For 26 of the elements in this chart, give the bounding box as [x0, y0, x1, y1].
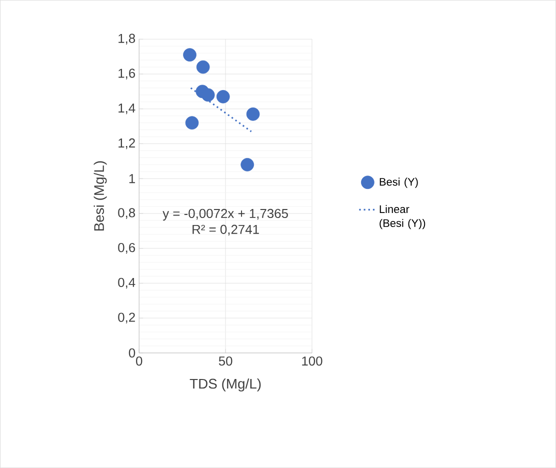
- annotation: y = -0,0072x + 1,7365: [162, 208, 288, 221]
- point: [183, 48, 196, 62]
- y-tick-label: 1,8: [118, 34, 136, 44]
- legend-label: Linear (Besi (Y)): [380, 204, 426, 230]
- legend-label: Besi (Y): [380, 178, 418, 188]
- point: [246, 107, 260, 121]
- y-tick-label: 1,6: [118, 68, 136, 80]
- y-tick-label: 1,2: [118, 138, 135, 150]
- x-axis-title: TDS (Mg/L): [190, 378, 261, 392]
- y-tick-label: 0: [128, 348, 136, 358]
- point: [216, 90, 230, 104]
- annotation: R² = 0,2741: [192, 224, 259, 236]
- y-tick-label: 1,4: [118, 104, 136, 114]
- y-axis-title: Besi (Mg/L): [94, 161, 107, 231]
- x-tick-label: 50: [218, 356, 232, 366]
- point: [201, 88, 215, 102]
- y-tick-label: 0,6: [118, 242, 136, 254]
- x-tick-label: 100: [302, 356, 322, 366]
- y-tick-label: 0,4: [118, 278, 136, 289]
- y-tick-label: 0,8: [118, 208, 136, 219]
- point: [185, 116, 199, 130]
- y-tick-label: 1: [129, 174, 135, 184]
- point: [240, 158, 254, 172]
- point: [196, 60, 210, 74]
- y-tick-label: 0,2: [118, 312, 135, 324]
- x-tick-label: 0: [136, 356, 142, 366]
